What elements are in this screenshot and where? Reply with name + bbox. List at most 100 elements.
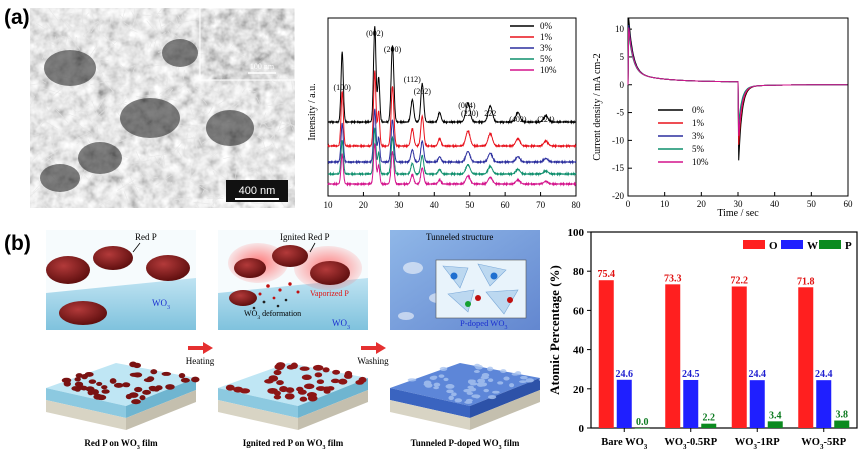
xrd-series-10% <box>327 142 577 187</box>
current-xtick-label: 20 <box>697 199 707 209</box>
bar-W-2 <box>749 380 765 428</box>
current-xtick-label: 10 <box>660 199 670 209</box>
atomic-ytick-label: 20 <box>573 384 585 396</box>
current-ytick-label: -15 <box>612 163 624 173</box>
xrd-legend-label: 0% <box>540 21 553 31</box>
atomic-legend-label: O <box>769 240 778 252</box>
tunneled-structure-label: Tunneled structure <box>426 232 493 242</box>
closeup-red-p: Red P WO3 <box>46 230 196 330</box>
bar-O-1 <box>665 284 681 428</box>
xrd-peak-label: (100) <box>334 83 352 92</box>
current-legend-label: 10% <box>692 157 709 167</box>
xrd-peak-label: (202) <box>414 87 432 96</box>
xrd-series-0% <box>327 26 577 125</box>
xrd-peak-label: 222 <box>484 109 496 118</box>
current-legend-label: 5% <box>692 144 705 154</box>
xrd-xtick-label: 10 <box>324 200 334 210</box>
xrd-xtick-label: 80 <box>572 200 582 210</box>
current-series-10% <box>627 27 848 136</box>
atomic-legend-swatch <box>819 240 841 249</box>
caption-ignited-film: Ignited red P on WO3 film <box>243 438 344 451</box>
wo3-label-1: WO3 <box>152 298 170 311</box>
current-xtick-label: 0 <box>626 199 631 209</box>
atomic-ytick-label: 40 <box>573 345 585 357</box>
atomic-ytick-label: 60 <box>573 305 585 317</box>
current-density-chart: Current density / mA cm-2 Time / sec 0 10… <box>592 17 854 219</box>
heating-arrow: Heating <box>186 342 215 366</box>
current-ytick-label: -20 <box>612 191 624 201</box>
washing-label: Washing <box>357 356 389 366</box>
bar-value-label: 24.5 <box>682 369 700 380</box>
xrd-peak-label: (220) <box>461 109 479 118</box>
bar-O-2 <box>731 286 747 428</box>
bar-W-0 <box>616 379 632 428</box>
wo3-deformation-label: WO3 deformation <box>244 309 301 321</box>
xrd-peak-label: (200) <box>384 45 402 54</box>
xrd-series-1% <box>327 70 577 149</box>
bar-O-0 <box>598 280 614 428</box>
atomic-legend-label: P <box>845 240 852 252</box>
current-ytick-label: 10 <box>615 24 625 34</box>
panel-label-b: (b) <box>4 232 31 255</box>
atomic-category-label: WO3-5RP <box>801 437 847 451</box>
bar-value-label: 3.8 <box>836 410 849 421</box>
bar-value-label: 73.3 <box>664 273 682 284</box>
xrd-peak-label: (224) <box>537 115 555 124</box>
red-p-label: Red P <box>135 232 157 242</box>
closeup-ignited: Ignited Red P Vaporized P WO3 deformatio… <box>218 230 368 331</box>
xrd-series-3% <box>327 108 577 165</box>
current-legend-label: 3% <box>692 131 705 141</box>
current-ytick-label: 0 <box>620 80 625 90</box>
atomic-ylabel: Atomic Percentage (%) <box>547 265 562 395</box>
xrd-xtick-label: 40 <box>430 200 440 210</box>
caption-tunneled-film: Tunneled P-doped WO3 film <box>411 438 520 451</box>
film-ignited <box>218 362 368 430</box>
xrd-peak-label: (112) <box>404 75 421 84</box>
bar-O-3 <box>798 287 814 428</box>
atomic-percentage-chart: Atomic Percentage (%) 0 20 40 60 80 100 75.4 2… <box>547 227 858 451</box>
xrd-series-5% <box>327 127 577 177</box>
film-red-p <box>46 361 200 430</box>
atomic-legend-swatch <box>781 240 803 249</box>
xrd-legend-label: 3% <box>540 43 553 53</box>
xrd-peak-label: (002) <box>366 29 384 38</box>
xrd-legend-label: 10% <box>540 65 557 75</box>
bar-value-label: 24.4 <box>749 369 767 380</box>
current-xtick-label: 30 <box>734 199 744 209</box>
current-ylabel: Current density / mA cm-2 <box>592 53 603 160</box>
bar-value-label: 0.0 <box>636 417 649 428</box>
atomic-ytick-label: 100 <box>568 227 585 239</box>
closeup-tunneled: Tunneled structure P-doped WO3 <box>390 230 540 331</box>
xrd-peak-label: (402) <box>509 115 527 124</box>
atomic-category-label: WO3-0.5RP <box>664 437 717 451</box>
current-xtick-label: 60 <box>844 199 854 209</box>
scale-bar-label: 400 nm <box>239 185 276 197</box>
atomic-legend-swatch <box>743 240 765 249</box>
bar-value-label: 24.4 <box>815 369 833 380</box>
current-xtick-label: 50 <box>807 199 817 209</box>
ignited-red-p-label: Ignited Red P <box>280 232 330 242</box>
bar-value-label: 3.4 <box>769 410 782 421</box>
washing-arrow: Washing <box>357 342 389 366</box>
bar-W-1 <box>683 379 699 428</box>
bar-value-label: 71.8 <box>797 276 815 287</box>
xrd-chart: Intensity / a.u. 10 20 30 40 50 60 70 80 (100) (… <box>307 17 582 210</box>
bar-value-label: 2.2 <box>703 413 716 424</box>
xrd-xtick-label: 50 <box>465 200 475 210</box>
process-schematic: Red P WO3 Ignited Red P Vaporized P WO3 … <box>46 230 540 451</box>
atomic-ytick-label: 0 <box>579 423 585 435</box>
xrd-legend-label: 5% <box>540 54 553 64</box>
inset-scale-label: 100 nm <box>250 62 275 71</box>
current-series-5% <box>627 32 848 123</box>
current-legend-label: 0% <box>692 105 705 115</box>
caption-red-p-film: Red P on WO3 film <box>84 438 158 451</box>
xrd-xtick-label: 30 <box>394 200 404 210</box>
heating-label: Heating <box>186 356 215 366</box>
xrd-peak-label: (004) <box>458 101 476 110</box>
current-ytick-label: -5 <box>617 108 625 118</box>
atomic-category-label: WO3-1RP <box>735 437 781 451</box>
bar-P-2 <box>767 421 783 428</box>
bar-value-label: 75.4 <box>598 269 616 280</box>
xrd-xtick-label: 70 <box>536 200 546 210</box>
current-ytick-label: 5 <box>620 52 625 62</box>
